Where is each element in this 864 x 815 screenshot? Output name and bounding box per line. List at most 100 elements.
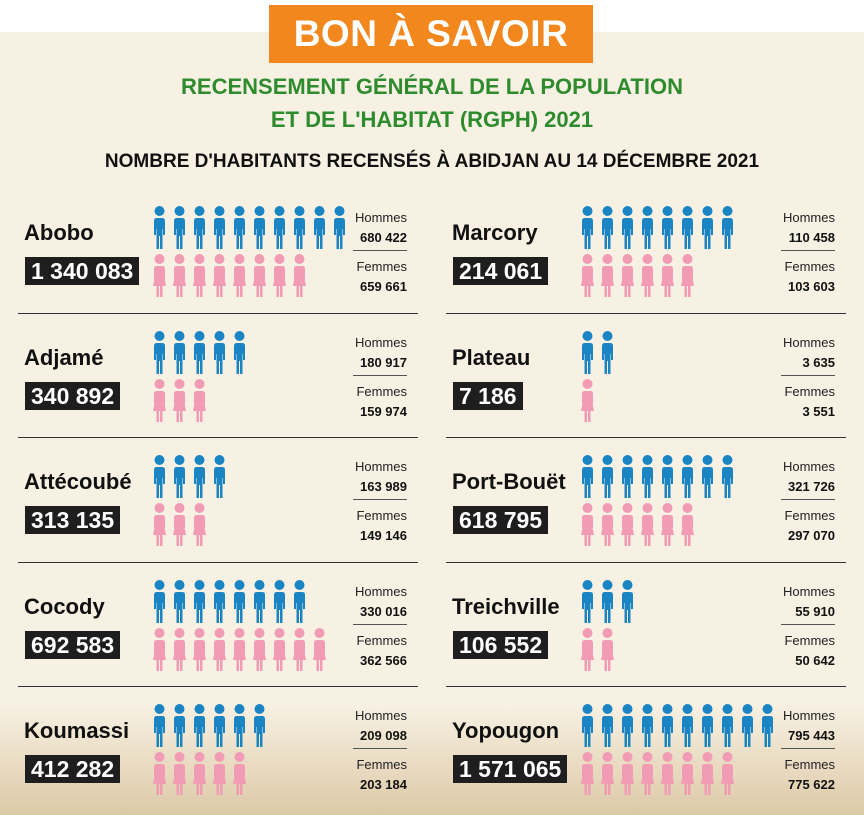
woman-icon	[601, 503, 614, 546]
woman-icon	[641, 254, 654, 297]
man-icon	[174, 455, 185, 498]
man-icon	[642, 455, 653, 498]
woman-icon	[193, 254, 206, 297]
man-icon	[602, 579, 613, 623]
district-name: Port-Bouët	[452, 469, 566, 494]
woman-icon	[641, 752, 654, 795]
district-name: Cocody	[24, 593, 105, 619]
row-separator	[18, 561, 418, 563]
women-count: 159 974	[360, 403, 407, 419]
men-count: 180 917	[360, 354, 407, 370]
man-icon	[174, 704, 185, 747]
woman-icon	[581, 378, 594, 422]
woman-icon	[681, 752, 694, 795]
stat-divider	[781, 374, 835, 376]
man-icon	[582, 579, 593, 623]
woman-icon	[601, 627, 614, 671]
women-icons-row	[150, 253, 309, 297]
men-label: Hommes	[782, 708, 835, 723]
man-icon	[662, 455, 673, 498]
woman-icon	[213, 627, 226, 671]
man-icon	[602, 206, 613, 249]
women-count: 659 661	[360, 279, 407, 294]
men-count: 680 422	[360, 230, 407, 245]
women-count: 103 603	[788, 279, 835, 294]
men-count: 795 443	[788, 728, 835, 743]
man-icon	[194, 330, 205, 374]
men-icons-row	[150, 205, 349, 249]
men-icons-row	[578, 205, 737, 249]
men-icons-row	[150, 579, 309, 623]
woman-icon	[621, 254, 634, 297]
man-icon	[582, 206, 593, 249]
women-count: 203 184	[360, 777, 407, 792]
man-icon	[642, 704, 653, 747]
man-icon	[194, 455, 205, 498]
stat-divider	[781, 748, 835, 749]
woman-icon	[153, 752, 166, 795]
women-count: 775 622	[788, 777, 835, 792]
woman-icon	[153, 627, 166, 671]
man-icon	[602, 330, 613, 374]
man-icon	[174, 579, 185, 623]
district-total: 106 552	[453, 630, 549, 659]
woman-icon	[193, 503, 206, 546]
subtitle-line-1: RECENSEMENT GÉNÉRAL DE LA POPULATION	[181, 74, 683, 99]
man-icon	[234, 206, 245, 249]
man-icon	[194, 206, 205, 249]
men-label: Hommes	[354, 210, 407, 225]
woman-icon	[173, 378, 186, 422]
district-name: Attécoubé	[24, 469, 132, 494]
woman-icon	[721, 752, 734, 795]
row-separator	[18, 312, 418, 314]
man-icon	[294, 206, 305, 249]
woman-icon	[173, 752, 186, 795]
woman-icon	[273, 254, 286, 297]
district-name: Plateau	[452, 344, 531, 370]
district-total: 1 571 065	[453, 755, 568, 783]
man-icon	[214, 206, 225, 249]
man-icon	[254, 206, 265, 249]
men-icons-row	[150, 703, 269, 747]
man-icon	[722, 704, 733, 747]
district-total: 618 795	[453, 506, 549, 534]
woman-icon	[253, 627, 266, 671]
man-icon	[682, 455, 693, 498]
men-count: 321 726	[788, 479, 835, 494]
district-total: 412 282	[25, 755, 121, 783]
women-label: Femmes	[356, 259, 407, 274]
woman-icon	[213, 752, 226, 795]
women-count: 297 070	[788, 528, 835, 543]
row-separator	[446, 312, 846, 314]
women-count: 149 146	[360, 528, 407, 543]
woman-icon	[253, 254, 266, 297]
subtitle-line-2: ET DE L'HABITAT (RGPH) 2021	[270, 107, 594, 132]
men-label: Hommes	[354, 459, 407, 474]
woman-icon	[173, 254, 186, 297]
woman-icon	[213, 254, 226, 297]
women-count: 50 642	[795, 652, 835, 668]
men-count: 55 910	[795, 603, 835, 619]
men-label: Hommes	[354, 334, 407, 350]
man-icon	[154, 579, 165, 623]
man-icon	[622, 206, 633, 249]
stat-divider	[353, 499, 407, 500]
men-icons-row	[150, 330, 249, 374]
man-icon	[254, 579, 265, 623]
district-name: Abobo	[24, 220, 94, 245]
stat-divider	[353, 250, 407, 251]
man-icon	[582, 455, 593, 498]
woman-icon	[581, 254, 594, 297]
man-icon	[214, 330, 225, 374]
man-icon	[602, 704, 613, 747]
women-label: Femmes	[356, 757, 407, 772]
man-icon	[762, 704, 773, 747]
man-icon	[702, 704, 713, 747]
man-icon	[582, 330, 593, 374]
man-icon	[274, 579, 285, 623]
women-label: Femmes	[356, 508, 407, 523]
man-icon	[682, 206, 693, 249]
women-count: 3 551	[802, 403, 835, 419]
man-icon	[722, 455, 733, 498]
man-icon	[234, 330, 245, 374]
